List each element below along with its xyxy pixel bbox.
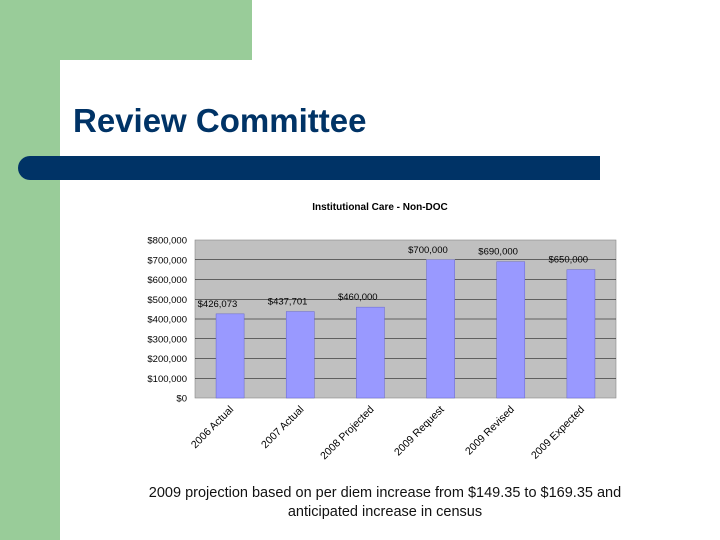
bar bbox=[285, 311, 315, 399]
data-label: $437,701 bbox=[268, 297, 308, 308]
x-tick-label: 2007 Actual bbox=[259, 404, 306, 451]
y-tick-label: $100,000 bbox=[147, 374, 187, 385]
y-tick-label: $300,000 bbox=[147, 334, 187, 345]
x-tick-label: 2008 Projected bbox=[318, 404, 377, 463]
y-tick-label: $400,000 bbox=[147, 315, 187, 326]
x-tick-label: 2009 Revised bbox=[463, 404, 517, 458]
y-tick-label: $800,000 bbox=[147, 236, 187, 247]
bar bbox=[215, 313, 245, 399]
data-label: $426,073 bbox=[198, 299, 238, 310]
data-labels: $426,073 $437,701 $460,000 $700,000 $690,000… bbox=[198, 245, 588, 310]
green-top-band bbox=[0, 0, 252, 60]
bars bbox=[215, 259, 596, 399]
x-tick-label: 2006 Actual bbox=[189, 404, 236, 451]
y-tick-label: $700,000 bbox=[147, 255, 187, 266]
slide-title: Review Committee bbox=[73, 102, 367, 139]
y-tick-label: $500,000 bbox=[147, 295, 187, 306]
data-label: $700,000 bbox=[408, 245, 448, 256]
x-axis: 2006 Actual 2007 Actual 2008 Projected 2009… bbox=[189, 404, 587, 463]
chart-title: Institutional Care - Non-DOC bbox=[312, 202, 448, 213]
bar bbox=[426, 259, 455, 399]
green-side-strip bbox=[0, 0, 60, 540]
caption-line-1: 2009 projection based on per diem increa… bbox=[148, 485, 622, 501]
title-underline-bar bbox=[18, 156, 600, 180]
gridlines bbox=[195, 259, 616, 379]
y-axis: $0 $100,000 $200,000 $300,000 $400,000 $500,0… bbox=[147, 236, 187, 405]
y-tick-label: $0 bbox=[176, 394, 187, 405]
y-tick-label: $600,000 bbox=[147, 275, 187, 286]
bar bbox=[356, 306, 385, 399]
bar bbox=[566, 269, 596, 399]
y-tick-label: $200,000 bbox=[147, 354, 187, 365]
data-label: $690,000 bbox=[478, 247, 518, 258]
caption-line-2: anticipated increase in census bbox=[287, 504, 483, 520]
data-label: $460,000 bbox=[338, 292, 378, 303]
bar bbox=[496, 261, 526, 399]
data-label: $650,000 bbox=[548, 255, 588, 266]
x-tick-label: 2009 Request bbox=[392, 404, 447, 459]
x-tick-label: 2009 Expected bbox=[529, 404, 587, 462]
slide-caption: 2009 projection based on per diem increa… bbox=[110, 484, 660, 522]
